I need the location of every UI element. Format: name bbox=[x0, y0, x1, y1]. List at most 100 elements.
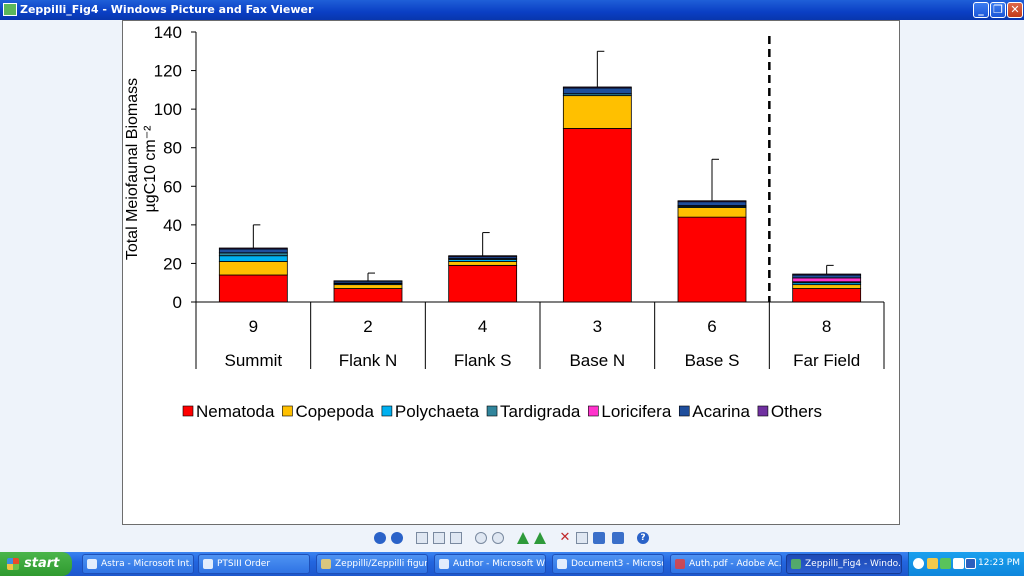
delete-icon[interactable]: ✕ bbox=[559, 530, 571, 545]
language-icon[interactable] bbox=[965, 558, 976, 569]
edit-icon[interactable] bbox=[612, 532, 624, 544]
legend-label-copepoda: Copepoda bbox=[295, 402, 374, 421]
bar-segment-copepoda bbox=[218, 261, 288, 276]
taskbar-item-zeppilli-folder[interactable]: Zeppilli/Zeppilli figure... bbox=[316, 554, 428, 574]
title-bar: Zeppilli_Fig4 - Windows Picture and Fax … bbox=[0, 0, 1024, 20]
taskbar-item-auth-pdf[interactable]: Auth.pdf - Adobe Ac... bbox=[670, 554, 782, 574]
x-category-label: Far Field bbox=[793, 351, 860, 370]
clock: 12:23 PM bbox=[978, 558, 1020, 568]
legend-swatch-others bbox=[757, 405, 769, 417]
tray-expand-icon[interactable] bbox=[913, 558, 924, 569]
word-icon bbox=[439, 559, 449, 569]
y-tick-label: 80 bbox=[163, 139, 182, 158]
actual-size-icon[interactable] bbox=[433, 532, 445, 544]
taskbar-item-document3[interactable]: Document3 - Microso... bbox=[552, 554, 664, 574]
zoom-in-icon[interactable] bbox=[475, 532, 487, 544]
y-axis-label: Total Meiofaunal Biomass bbox=[124, 78, 141, 260]
legend-swatch-nematoda bbox=[182, 405, 194, 417]
next-image-icon[interactable] bbox=[391, 532, 403, 544]
help-icon[interactable]: ? bbox=[637, 532, 649, 544]
y-tick-label: 60 bbox=[163, 177, 182, 196]
legend-label-tardigrada: Tardigrada bbox=[500, 402, 581, 421]
legend-label-polychaeta: Polychaeta bbox=[395, 402, 480, 421]
taskbar-item-zeppilli-fig4[interactable]: Zeppilli_Fig4 - Windo... bbox=[786, 554, 902, 574]
start-button[interactable]: start bbox=[0, 552, 72, 576]
displayed-image: 0 20 40 60 80 100 120 140 Total Meiofaunal Bioma… bbox=[122, 20, 900, 525]
taskbar: start Astra - Microsoft Int... PTSIII Or… bbox=[0, 552, 1024, 576]
y-tick-label: 40 bbox=[163, 216, 182, 235]
network-icon[interactable] bbox=[940, 558, 951, 569]
bar-segment-others bbox=[677, 200, 747, 203]
legend-label-nematoda: Nematoda bbox=[196, 402, 275, 421]
y-tick-label: 0 bbox=[173, 293, 182, 312]
word-icon bbox=[557, 559, 567, 569]
close-button[interactable]: ✕ bbox=[1007, 2, 1023, 18]
x-station-label: 2 bbox=[363, 317, 372, 336]
folder-icon bbox=[321, 559, 331, 569]
y-axis-unit: µgC10 cm⁻² bbox=[142, 125, 159, 213]
y-tick-label: 20 bbox=[163, 254, 182, 273]
x-station-label: 4 bbox=[478, 317, 487, 336]
bar-segment-polychaeta bbox=[218, 255, 288, 262]
legend-swatch-tardigrada bbox=[486, 405, 498, 417]
legend-label-acarina: Acarina bbox=[692, 402, 750, 421]
start-label: start bbox=[24, 556, 60, 571]
x-station-label: 8 bbox=[822, 317, 831, 336]
browser-icon bbox=[87, 559, 97, 569]
document-icon bbox=[203, 559, 213, 569]
x-station-label: 6 bbox=[707, 317, 716, 336]
print-icon[interactable] bbox=[576, 532, 588, 544]
taskbar-item-ptsiii[interactable]: PTSIII Order bbox=[198, 554, 310, 574]
bar-segment-copepoda bbox=[677, 207, 747, 218]
bar-segment-copepoda bbox=[448, 261, 518, 266]
taskbar-item-author-word[interactable]: Author - Microsoft W... bbox=[434, 554, 546, 574]
taskbar-item-astra[interactable]: Astra - Microsoft Int... bbox=[82, 554, 194, 574]
minimize-button[interactable]: _ bbox=[973, 2, 989, 18]
y-tick-label: 100 bbox=[154, 100, 182, 119]
image-viewer-area: 0 20 40 60 80 100 120 140 Total Meiofaunal Bioma… bbox=[0, 20, 1024, 526]
system-tray: 12:23 PM bbox=[908, 552, 1024, 576]
picture-viewer-icon bbox=[791, 559, 801, 569]
bar-segment-others bbox=[448, 255, 518, 258]
x-station-label: 9 bbox=[249, 317, 258, 336]
bar-segment-nematoda bbox=[448, 264, 518, 303]
window-title: Zeppilli_Fig4 - Windows Picture and Fax … bbox=[20, 3, 314, 16]
x-category-label: Base S bbox=[685, 351, 740, 370]
x-station-label: 3 bbox=[593, 317, 602, 336]
previous-image-icon[interactable] bbox=[374, 532, 386, 544]
bar-segment-nematoda bbox=[333, 288, 403, 303]
slideshow-icon[interactable] bbox=[450, 532, 462, 544]
bar-segment-nematoda bbox=[562, 128, 632, 303]
bar-segment-nematoda bbox=[677, 216, 747, 303]
bar-segment-acarina bbox=[218, 248, 288, 254]
best-fit-icon[interactable] bbox=[416, 532, 428, 544]
bar-segment-tardigrada bbox=[218, 252, 288, 257]
bar-segment-nematoda bbox=[792, 288, 862, 303]
restore-button[interactable]: ❐ bbox=[990, 2, 1006, 18]
x-category-label: Base N bbox=[569, 351, 625, 370]
bar-segment-others bbox=[792, 273, 862, 276]
legend-swatch-acarina bbox=[678, 405, 690, 417]
bar-segment-others bbox=[562, 86, 632, 89]
zoom-out-icon[interactable] bbox=[492, 532, 504, 544]
picture-viewer-app-icon[interactable] bbox=[3, 3, 17, 16]
rotate-clockwise-icon[interactable] bbox=[517, 532, 529, 544]
x-category-label: Summit bbox=[225, 351, 283, 370]
bar-segment-copepoda bbox=[333, 284, 403, 289]
bar-segment-nematoda bbox=[218, 274, 288, 303]
windows-logo-icon bbox=[7, 558, 19, 570]
bar-segment-acarina bbox=[677, 201, 747, 206]
rotate-counterclockwise-icon[interactable] bbox=[534, 532, 546, 544]
monitor-icon[interactable] bbox=[953, 558, 964, 569]
legend-label-others: Others bbox=[771, 402, 822, 421]
x-category-label: Flank N bbox=[339, 351, 398, 370]
legend-swatch-copepoda bbox=[282, 405, 293, 417]
pdf-icon bbox=[675, 559, 685, 569]
save-icon[interactable] bbox=[593, 532, 605, 544]
bar-segment-acarina bbox=[562, 87, 632, 95]
x-category-label: Flank S bbox=[454, 351, 512, 370]
bar-segment-copepoda bbox=[792, 284, 862, 289]
legend-swatch-loricifera bbox=[588, 405, 599, 417]
y-tick-label: 140 bbox=[154, 23, 182, 42]
security-icon[interactable] bbox=[927, 558, 938, 569]
